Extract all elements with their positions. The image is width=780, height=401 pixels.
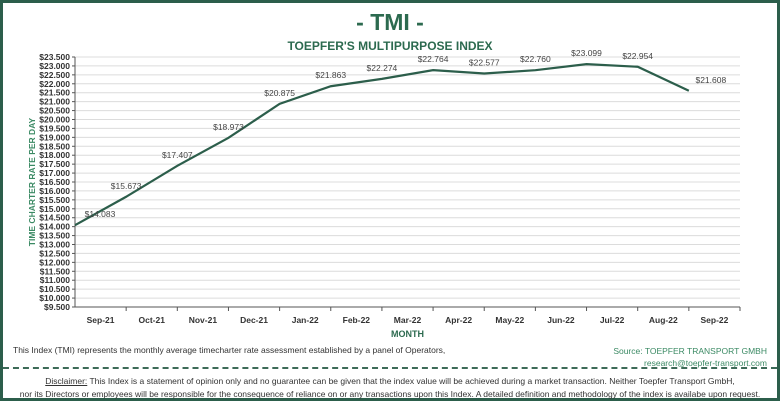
x-tick-label: Jul-22 <box>600 315 625 325</box>
x-tick-label: May-22 <box>495 315 524 325</box>
x-tick-label: Nov-21 <box>189 315 218 325</box>
data-label: $18.973 <box>213 122 244 132</box>
y-tick-label: $11.000 <box>40 275 71 285</box>
data-label: $22.274 <box>367 63 398 73</box>
chart-title: - TMI - <box>356 9 424 35</box>
line-chart: $9.500$10.000$10.500$11.000$11.500$12.00… <box>27 48 741 339</box>
data-label: $14.083 <box>85 209 116 219</box>
y-tick-label: $22.500 <box>39 70 70 80</box>
data-label: $21.608 <box>695 75 726 85</box>
y-tick-label: $10.000 <box>39 293 70 303</box>
data-label: $23.099 <box>571 48 602 58</box>
x-tick-label: Sep-21 <box>87 315 115 325</box>
x-tick-label: Feb-22 <box>343 315 371 325</box>
chart-subtitle: TOEPFER'S MULTIPURPOSE INDEX <box>287 39 493 53</box>
y-tick-label: $22.000 <box>39 79 70 89</box>
source-email: research@toepfer-transport.com <box>644 358 767 368</box>
disclaimer-line-2: nor its Directors or employees will be r… <box>19 388 761 399</box>
y-tick-label: $16.500 <box>39 177 70 187</box>
data-label: $22.954 <box>622 51 653 61</box>
data-label: $22.577 <box>469 57 500 67</box>
y-tick-label: $12.500 <box>39 248 70 258</box>
y-tick-label: $20.500 <box>39 106 70 116</box>
y-tick-label: $11.500 <box>40 266 71 276</box>
y-tick-label: $14.000 <box>39 222 70 232</box>
y-tick-label: $14.500 <box>39 213 70 223</box>
series-line <box>74 63 690 227</box>
x-tick-label: Aug-22 <box>649 315 678 325</box>
y-tick-label: $9.500 <box>44 302 70 312</box>
y-tick-label: $21.000 <box>39 97 70 107</box>
data-label: $22.760 <box>520 54 551 64</box>
y-tick-label: $23.000 <box>39 61 70 71</box>
data-label: $17.407 <box>162 150 193 160</box>
data-label: $20.875 <box>264 88 295 98</box>
disclaimer: Disclaimer: This Index is a statement of… <box>3 375 777 400</box>
y-tick-label: $15.000 <box>39 204 70 214</box>
y-axis-title: TIME CHARTER RATE PER DAY <box>27 117 37 246</box>
y-tick-label: $23.500 <box>39 52 70 62</box>
y-tick-label: $16.000 <box>39 186 70 196</box>
x-tick-label: Mar-22 <box>394 315 422 325</box>
y-tick-label: $15.500 <box>39 195 70 205</box>
x-tick-label: Sep-22 <box>700 315 728 325</box>
y-tick-label: $20.000 <box>39 115 70 125</box>
data-label: $22.764 <box>418 54 449 64</box>
y-tick-label: $21.500 <box>39 88 70 98</box>
y-tick-label: $13.500 <box>39 231 70 241</box>
y-tick-label: $18.000 <box>39 150 70 160</box>
disclaimer-label: Disclaimer: <box>45 376 88 386</box>
x-tick-label: Jun-22 <box>547 315 575 325</box>
source-block: Source: TOEPFER TRANSPORT GMBH research@… <box>613 345 767 369</box>
y-tick-label: $12.000 <box>39 257 70 267</box>
x-tick-label: Oct-21 <box>138 315 165 325</box>
y-tick-label: $18.500 <box>39 141 70 151</box>
y-tick-label: $10.500 <box>39 284 70 294</box>
data-label: $21.863 <box>315 70 346 80</box>
x-tick-label: Apr-22 <box>445 315 472 325</box>
source-text: Source: TOEPFER TRANSPORT GMBH <box>613 346 767 356</box>
y-tick-label: $17.000 <box>39 168 70 178</box>
x-axis-title: MONTH <box>391 329 424 339</box>
y-tick-label: $17.500 <box>39 159 70 169</box>
dashed-divider <box>3 367 777 369</box>
x-tick-label: Dec-21 <box>240 315 268 325</box>
y-tick-label: $13.000 <box>39 240 70 250</box>
y-tick-label: $19.000 <box>39 132 70 142</box>
data-label: $15.673 <box>111 181 142 191</box>
y-tick-label: $19.500 <box>39 123 70 133</box>
disclaimer-line-1: This Index is a statement of opinion onl… <box>87 376 735 386</box>
x-tick-label: Jan-22 <box>292 315 319 325</box>
index-note: This Index (TMI) represents the monthly … <box>13 345 446 355</box>
